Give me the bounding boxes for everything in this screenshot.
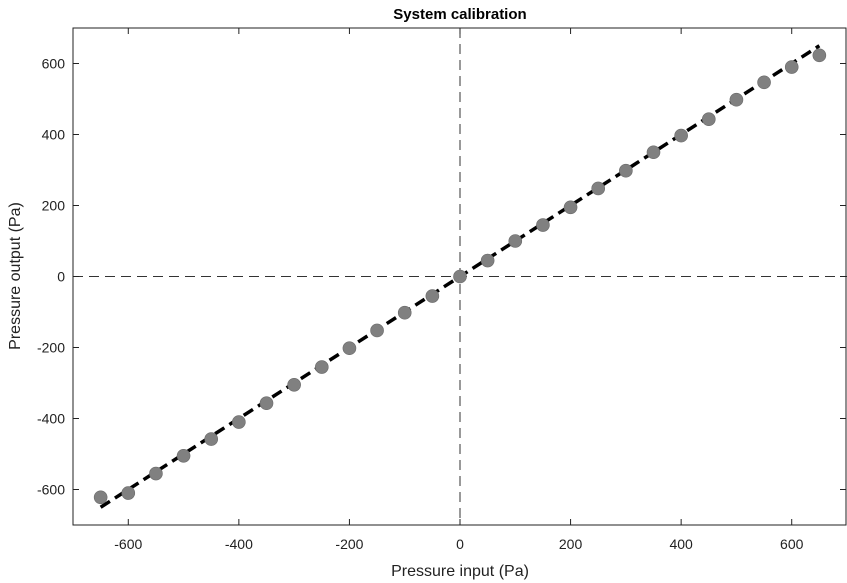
data-point (204, 432, 219, 446)
x-axis-label: Pressure input (Pa) (391, 563, 529, 580)
x-tick-label: 0 (456, 536, 464, 552)
x-axis-ticks: -600 -400 -200 0 200 400 600 (114, 28, 804, 552)
data-point (536, 218, 550, 232)
y-tick-label: 0 (57, 269, 65, 285)
y-tick-label: -200 (37, 340, 65, 356)
data-points (93, 48, 827, 505)
y-tick-label: 200 (42, 198, 66, 214)
y-tick-label: 600 (42, 56, 66, 72)
data-point (646, 145, 661, 160)
x-tick-label: 200 (559, 536, 583, 552)
data-point (784, 60, 799, 74)
y-axis-ticks: -600 -400 -200 0 200 400 600 (37, 56, 846, 498)
data-point (121, 486, 136, 500)
data-point (259, 396, 274, 411)
x-tick-label: -200 (335, 536, 363, 552)
data-point (729, 92, 744, 107)
data-point (812, 48, 827, 63)
data-point (232, 415, 246, 429)
data-point (591, 181, 606, 196)
data-point (176, 448, 191, 463)
y-tick-label: 400 (42, 127, 66, 143)
y-axis-label: Pressure output (Pa) (7, 202, 24, 350)
y-tick-label: -600 (37, 482, 65, 498)
x-tick-label: 400 (669, 536, 693, 552)
data-point (701, 112, 716, 127)
data-point (370, 323, 384, 338)
data-point (563, 200, 578, 215)
data-point (397, 305, 412, 320)
data-point (149, 466, 163, 481)
data-point (508, 234, 523, 248)
x-tick-label: -400 (225, 536, 253, 552)
data-point (425, 289, 440, 303)
data-point (93, 490, 108, 505)
chart-title: System calibration (393, 6, 526, 23)
x-tick-label: 600 (780, 536, 804, 552)
data-point (342, 341, 357, 356)
x-tick-label: -600 (114, 536, 142, 552)
data-point (453, 269, 467, 284)
data-point (287, 377, 301, 392)
data-point (757, 75, 771, 90)
data-point (480, 253, 495, 268)
data-point (314, 360, 329, 374)
data-point (674, 128, 688, 143)
y-tick-label: -400 (37, 411, 65, 427)
data-point (619, 163, 633, 178)
